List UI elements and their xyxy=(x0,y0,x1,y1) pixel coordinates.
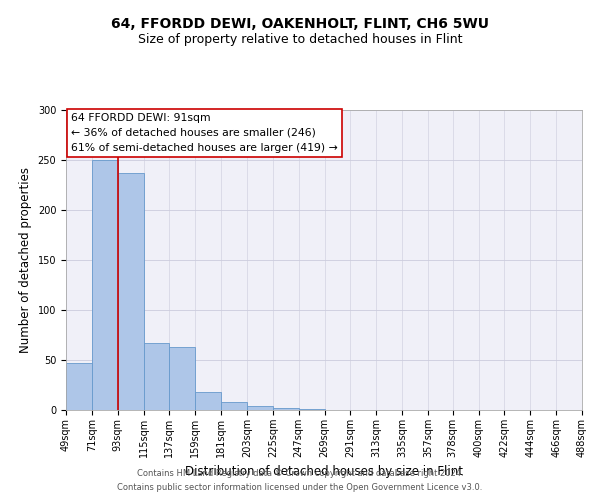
Bar xyxy=(273,408,299,410)
Bar xyxy=(247,406,273,410)
Bar xyxy=(169,347,195,410)
Text: 64 FFORDD DEWI: 91sqm
← 36% of detached houses are smaller (246)
61% of semi-det: 64 FFORDD DEWI: 91sqm ← 36% of detached … xyxy=(71,113,338,152)
Y-axis label: Number of detached properties: Number of detached properties xyxy=(19,167,32,353)
Bar xyxy=(299,409,325,410)
Bar xyxy=(92,160,118,410)
Text: Size of property relative to detached houses in Flint: Size of property relative to detached ho… xyxy=(138,32,462,46)
Bar xyxy=(66,363,92,410)
Text: 64, FFORDD DEWI, OAKENHOLT, FLINT, CH6 5WU: 64, FFORDD DEWI, OAKENHOLT, FLINT, CH6 5… xyxy=(111,18,489,32)
Bar xyxy=(195,392,221,410)
X-axis label: Distribution of detached houses by size in Flint: Distribution of detached houses by size … xyxy=(185,466,463,478)
Bar xyxy=(118,173,143,410)
Text: Contains HM Land Registry data © Crown copyright and database right 2024.: Contains HM Land Registry data © Crown c… xyxy=(137,468,463,477)
Text: Contains public sector information licensed under the Open Government Licence v3: Contains public sector information licen… xyxy=(118,484,482,492)
Bar xyxy=(221,402,247,410)
Bar xyxy=(143,343,169,410)
